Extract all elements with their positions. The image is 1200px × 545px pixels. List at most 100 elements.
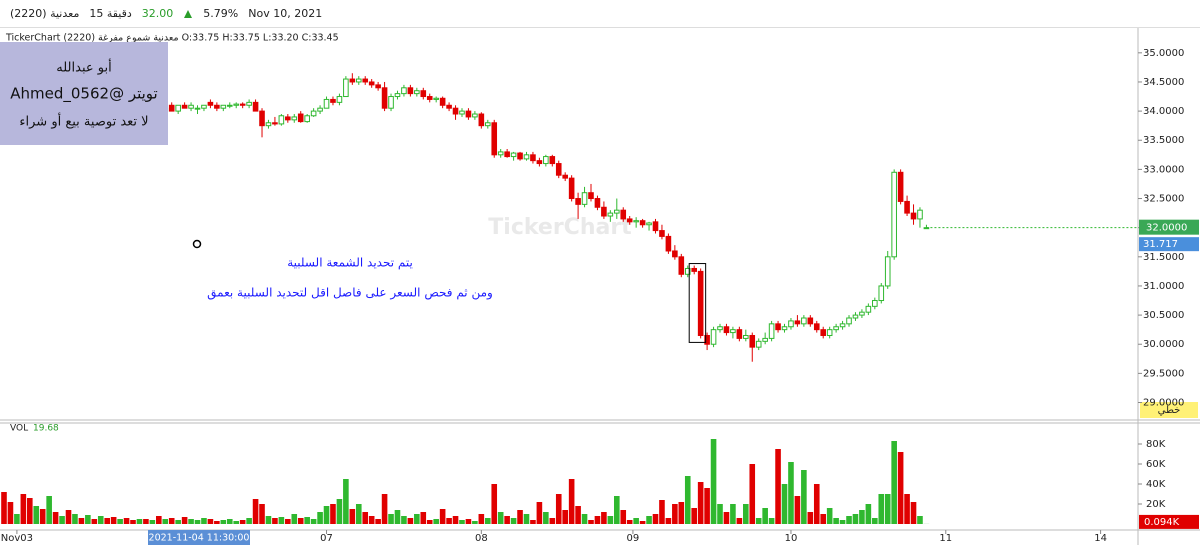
candle-body: [214, 104, 220, 109]
candle-body: [323, 98, 330, 109]
volume-last-label: 0.094K: [1144, 517, 1180, 528]
candle-body: [220, 104, 227, 109]
x-tick-label: 08: [475, 533, 488, 544]
candle-body: [794, 320, 801, 325]
candle-body: [272, 122, 278, 125]
candle-body: [839, 323, 846, 328]
candle-body: [317, 107, 323, 112]
top-bar: معدنية (2220) 15 دقيقة 32.00 5.79% Nov 1…: [0, 0, 1200, 28]
volume-bar: [110, 517, 117, 524]
volume-bar: [523, 514, 530, 524]
candle-body: [252, 101, 259, 112]
volume-bar: [478, 514, 485, 524]
candle-body: [801, 317, 807, 325]
candle-body: [414, 90, 420, 95]
volume-bar: [626, 520, 633, 524]
price-marks: [1, 61, 930, 362]
volume-bar: [594, 516, 601, 524]
last-price-label: 32.0000: [1146, 223, 1187, 234]
y-tick-label: 35.0000: [1143, 48, 1184, 59]
volume-bar: [530, 520, 536, 524]
candle-body: [291, 116, 298, 121]
candle-body: [575, 198, 581, 205]
candle-body: [865, 305, 872, 313]
candle-body: [201, 104, 207, 109]
candle-body: [517, 152, 523, 160]
candle-body: [568, 177, 575, 200]
chart: TickerChart معدنية شموع مفرغة (2220) O:3…: [0, 28, 1200, 545]
scale-mode-box[interactable]: [1140, 402, 1198, 418]
volume-bar: [872, 518, 878, 524]
volume-bar: [736, 518, 743, 524]
symbol[interactable]: معدنية (2220): [10, 7, 80, 20]
candle-body: [394, 93, 401, 98]
volume-bar: [904, 494, 910, 524]
volume-bar: [891, 441, 897, 524]
volume-bar: [749, 464, 756, 524]
last-price-box: [1139, 219, 1199, 235]
candle-body: [588, 192, 594, 200]
volume-bar: [317, 512, 323, 524]
volume-bar: [336, 499, 343, 524]
volume-bar: [568, 479, 575, 524]
volume-bar: [562, 510, 568, 524]
y-tick-label: 34.0000: [1143, 106, 1184, 117]
candle-body: [491, 122, 498, 156]
candle-body: [259, 110, 265, 127]
candle-body: [826, 329, 833, 336]
candle-body: [646, 222, 652, 226]
candle-body: [285, 116, 291, 121]
volume-bar: [143, 519, 149, 524]
volume-bar: [52, 512, 59, 524]
highlight-box: [688, 263, 707, 343]
candle-body: [226, 104, 233, 107]
candle-body: [401, 87, 407, 95]
volume-bar: [620, 510, 627, 524]
candle-body: [807, 317, 814, 325]
volume-bar: [304, 517, 310, 524]
y-tick-label: 29.5000: [1143, 368, 1184, 379]
candle-body: [330, 98, 336, 103]
volume-bar: [497, 512, 504, 524]
volume-bar: [381, 494, 388, 524]
volume-bar: [362, 512, 369, 524]
volume-last-box: [1139, 514, 1199, 529]
volume-bar: [46, 496, 52, 524]
x-tick-label: 10: [785, 533, 798, 544]
interval[interactable]: 15 دقيقة: [89, 7, 132, 20]
candle-body: [420, 90, 427, 98]
volume-marks: [1, 439, 930, 524]
volume-bar: [723, 512, 730, 524]
volume-bar: [7, 502, 14, 524]
candle-body: [543, 156, 549, 165]
y-tick-label: 32.5000: [1143, 194, 1184, 205]
volume-bar: [652, 514, 659, 524]
candle-body: [678, 256, 685, 275]
candle-body: [917, 209, 923, 220]
candle-body: [562, 174, 568, 179]
scale-mode[interactable]: خطي: [1158, 405, 1181, 416]
y-tick-label: 30.5000: [1143, 310, 1184, 321]
volume-bar: [426, 520, 433, 524]
candle-body: [188, 104, 194, 109]
volume-bar: [543, 512, 549, 524]
volume-bar: [762, 508, 768, 524]
volume-bar: [226, 519, 233, 524]
y-tick-label: 34.5000: [1143, 77, 1184, 88]
candle-body: [878, 285, 885, 302]
volume-bar: [820, 514, 827, 524]
volume-bar: [39, 509, 46, 524]
candle-body: [439, 97, 446, 106]
annotation-line: أبو عبدالله: [56, 59, 111, 76]
candle-body: [833, 326, 839, 331]
candle-body: [697, 270, 704, 336]
volume-label: VOL: [10, 424, 28, 434]
candle-body: [426, 96, 433, 100]
candle-body: [859, 311, 865, 316]
candle-body: [884, 256, 891, 287]
volume-bar: [388, 514, 394, 524]
volume-bar: [491, 484, 498, 524]
note-text: يتم تحديد الشمعة السلبية: [287, 256, 413, 270]
candle-body: [768, 323, 775, 339]
volume-bar: [910, 502, 917, 524]
